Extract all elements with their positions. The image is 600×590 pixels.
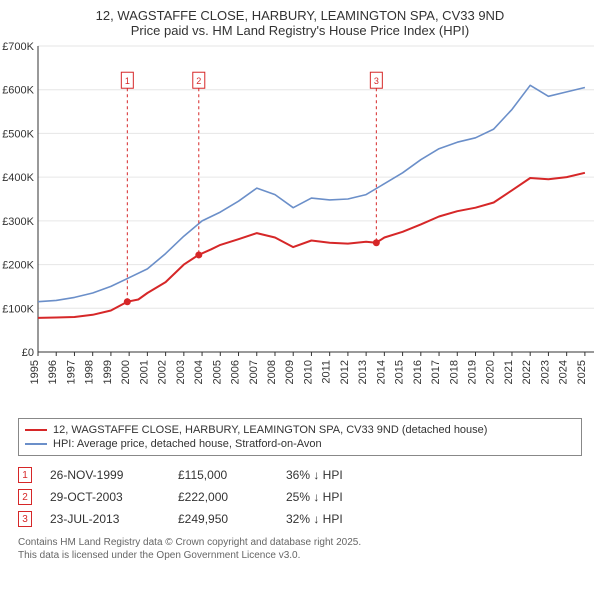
legend-label-hpi: HPI: Average price, detached house, Stra…: [53, 438, 322, 450]
svg-text:£300K: £300K: [2, 216, 34, 228]
legend-swatch-hpi: [25, 443, 47, 445]
sale-date-2: 29-OCT-2003: [50, 490, 160, 504]
svg-text:2: 2: [196, 76, 201, 86]
footer-line-1: Contains HM Land Registry data © Crown c…: [18, 536, 582, 549]
legend: 12, WAGSTAFFE CLOSE, HARBURY, LEAMINGTON…: [18, 418, 582, 456]
svg-text:2005: 2005: [211, 360, 223, 384]
svg-text:£100K: £100K: [2, 303, 34, 315]
svg-text:2010: 2010: [302, 360, 314, 384]
svg-text:2019: 2019: [467, 360, 479, 384]
sale-delta-3: 32% ↓ HPI: [286, 512, 396, 526]
svg-text:2006: 2006: [230, 360, 242, 384]
svg-text:1998: 1998: [84, 360, 96, 384]
svg-text:£0: £0: [22, 347, 34, 359]
footer-line-2: This data is licensed under the Open Gov…: [18, 549, 582, 562]
sales-row-1: 1 26-NOV-1999 £115,000 36% ↓ HPI: [18, 464, 582, 486]
svg-text:2020: 2020: [485, 360, 497, 384]
svg-text:2024: 2024: [558, 360, 570, 384]
svg-text:2009: 2009: [284, 360, 296, 384]
svg-text:2023: 2023: [539, 360, 551, 384]
legend-label-property: 12, WAGSTAFFE CLOSE, HARBURY, LEAMINGTON…: [53, 424, 487, 436]
svg-text:2007: 2007: [248, 360, 260, 384]
sales-row-3: 3 23-JUL-2013 £249,950 32% ↓ HPI: [18, 508, 582, 530]
svg-text:2011: 2011: [321, 360, 333, 384]
title-line-1: 12, WAGSTAFFE CLOSE, HARBURY, LEAMINGTON…: [10, 8, 590, 23]
svg-text:£600K: £600K: [2, 85, 34, 97]
svg-text:£700K: £700K: [2, 42, 34, 53]
title-block: 12, WAGSTAFFE CLOSE, HARBURY, LEAMINGTON…: [0, 0, 600, 42]
title-line-2: Price paid vs. HM Land Registry's House …: [10, 23, 590, 38]
sales-row-2: 2 29-OCT-2003 £222,000 25% ↓ HPI: [18, 486, 582, 508]
sale-delta-1: 36% ↓ HPI: [286, 468, 396, 482]
sale-price-3: £249,950: [178, 512, 268, 526]
chart-container: 12, WAGSTAFFE CLOSE, HARBURY, LEAMINGTON…: [0, 0, 600, 590]
svg-text:1995: 1995: [29, 360, 41, 384]
chart-area: £0 £100K £200K £300K £400K £500K £600K £700K 199…: [0, 42, 600, 412]
sale-date-3: 23-JUL-2013: [50, 512, 160, 526]
svg-text:2000: 2000: [120, 360, 132, 384]
sale-marker-1: 1: [18, 467, 32, 483]
svg-text:2018: 2018: [448, 360, 460, 384]
sale-date-1: 26-NOV-1999: [50, 468, 160, 482]
svg-text:2012: 2012: [339, 360, 351, 384]
svg-text:1: 1: [125, 76, 130, 86]
svg-text:1996: 1996: [47, 360, 59, 384]
svg-text:2014: 2014: [375, 360, 387, 384]
svg-text:1997: 1997: [65, 360, 77, 384]
sale-price-1: £115,000: [178, 468, 268, 482]
svg-text:3: 3: [374, 76, 379, 86]
sale-marker-2: 2: [18, 489, 32, 505]
svg-text:2002: 2002: [157, 360, 169, 384]
svg-text:2008: 2008: [266, 360, 278, 384]
svg-text:1999: 1999: [102, 360, 114, 384]
sale-marker-3: 3: [18, 511, 32, 527]
sales-table: 1 26-NOV-1999 £115,000 36% ↓ HPI 2 29-OC…: [18, 464, 582, 530]
svg-text:£500K: £500K: [2, 128, 34, 140]
legend-item-hpi: HPI: Average price, detached house, Stra…: [25, 437, 575, 451]
line-chart-svg: £0 £100K £200K £300K £400K £500K £600K £700K 199…: [0, 42, 600, 412]
svg-text:2021: 2021: [503, 360, 515, 384]
sale-price-2: £222,000: [178, 490, 268, 504]
svg-text:2022: 2022: [521, 360, 533, 384]
svg-text:2015: 2015: [394, 360, 406, 384]
svg-text:2017: 2017: [430, 360, 442, 384]
svg-text:2003: 2003: [175, 360, 187, 384]
legend-item-property: 12, WAGSTAFFE CLOSE, HARBURY, LEAMINGTON…: [25, 423, 575, 437]
svg-text:£200K: £200K: [2, 260, 34, 272]
svg-text:2016: 2016: [412, 360, 424, 384]
sale-delta-2: 25% ↓ HPI: [286, 490, 396, 504]
svg-text:2013: 2013: [357, 360, 369, 384]
svg-text:2004: 2004: [193, 360, 205, 384]
legend-swatch-property: [25, 429, 47, 431]
svg-text:£400K: £400K: [2, 172, 34, 184]
footer: Contains HM Land Registry data © Crown c…: [18, 536, 582, 562]
svg-text:2001: 2001: [138, 360, 150, 384]
svg-text:2025: 2025: [576, 360, 588, 384]
